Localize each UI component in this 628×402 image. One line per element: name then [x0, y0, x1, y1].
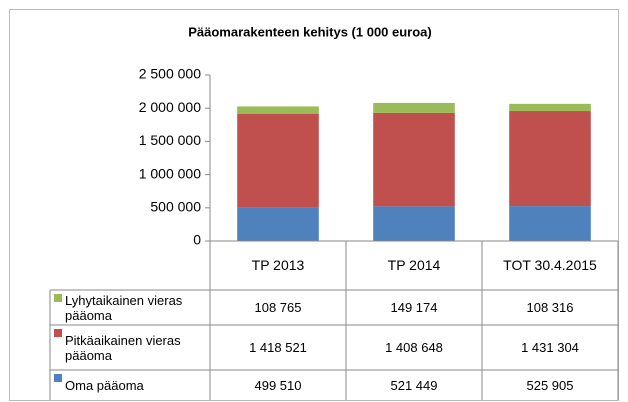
legend-text: Oma pääoma	[65, 377, 144, 393]
table-value: 499 510	[210, 370, 346, 400]
legend-key	[54, 329, 62, 337]
table-value-text: 108 765	[254, 300, 302, 315]
legend-key	[54, 374, 62, 382]
y-tick-label: 2 500 000	[139, 66, 201, 82]
bar-segment	[509, 111, 591, 207]
x-tick-label: TP 2014	[366, 241, 462, 290]
legend-text: Lyhytaikainen vieras pääoma	[65, 292, 183, 323]
bar-segment	[373, 112, 455, 207]
x-tick-label: TP 2013	[230, 241, 326, 290]
frame	[9, 9, 619, 401]
y-tick-label: 1 000 000	[139, 165, 201, 181]
bar-segment	[509, 103, 591, 112]
table-value-text: 1 418 521	[249, 340, 307, 355]
table-value: 1 418 521	[210, 325, 346, 370]
legend-text: Pitkäaikainen vieras pääoma	[65, 332, 181, 363]
table-value: 1 408 648	[346, 325, 482, 370]
y-tick-label: 0	[193, 232, 201, 248]
table-value-text: 1 408 648	[385, 340, 443, 355]
table-value-text: 525 905	[526, 377, 574, 393]
table-value: 108 316	[482, 290, 618, 325]
table-value-text: 149 174	[390, 300, 438, 315]
y-tick-label: 500 000	[150, 199, 201, 215]
table-value: 525 905	[482, 370, 618, 400]
table-value-text: 108 316	[526, 300, 574, 315]
bar-segment	[373, 102, 455, 113]
legend-entry: Lyhytaikainen vieras pääoma	[50, 290, 210, 325]
bar-segment	[237, 207, 319, 241]
table-value-text: 1 431 304	[521, 340, 579, 355]
table-value: 1 431 304	[482, 325, 618, 370]
x-tick-label-text: TOT 30.4.2015	[503, 257, 597, 273]
bar-segment	[237, 113, 319, 208]
y-tick-label: 2 000 000	[139, 99, 201, 115]
legend-entry: Pitkäaikainen vieras pääoma	[50, 325, 210, 370]
x-tick-label-text: TP 2014	[387, 257, 441, 273]
chart-title: Pääomarakenteen kehitys (1 000 euroa)	[188, 24, 432, 39]
x-tick-label-text: TP 2013	[251, 257, 305, 273]
legend-key	[54, 294, 62, 302]
y-tick-label: 1 500 000	[139, 132, 201, 148]
x-tick-label: TOT 30.4.2015	[502, 241, 598, 290]
bar-segment	[509, 206, 591, 241]
table-value-text: 521 449	[390, 377, 438, 393]
table-value: 149 174	[346, 290, 482, 325]
legend-entry: Oma pääoma	[50, 370, 210, 400]
bar-segment	[373, 206, 455, 241]
table-value-text: 499 510	[254, 377, 302, 393]
table-value: 521 449	[346, 370, 482, 400]
table-value: 108 765	[210, 290, 346, 325]
bar-segment	[237, 106, 319, 114]
